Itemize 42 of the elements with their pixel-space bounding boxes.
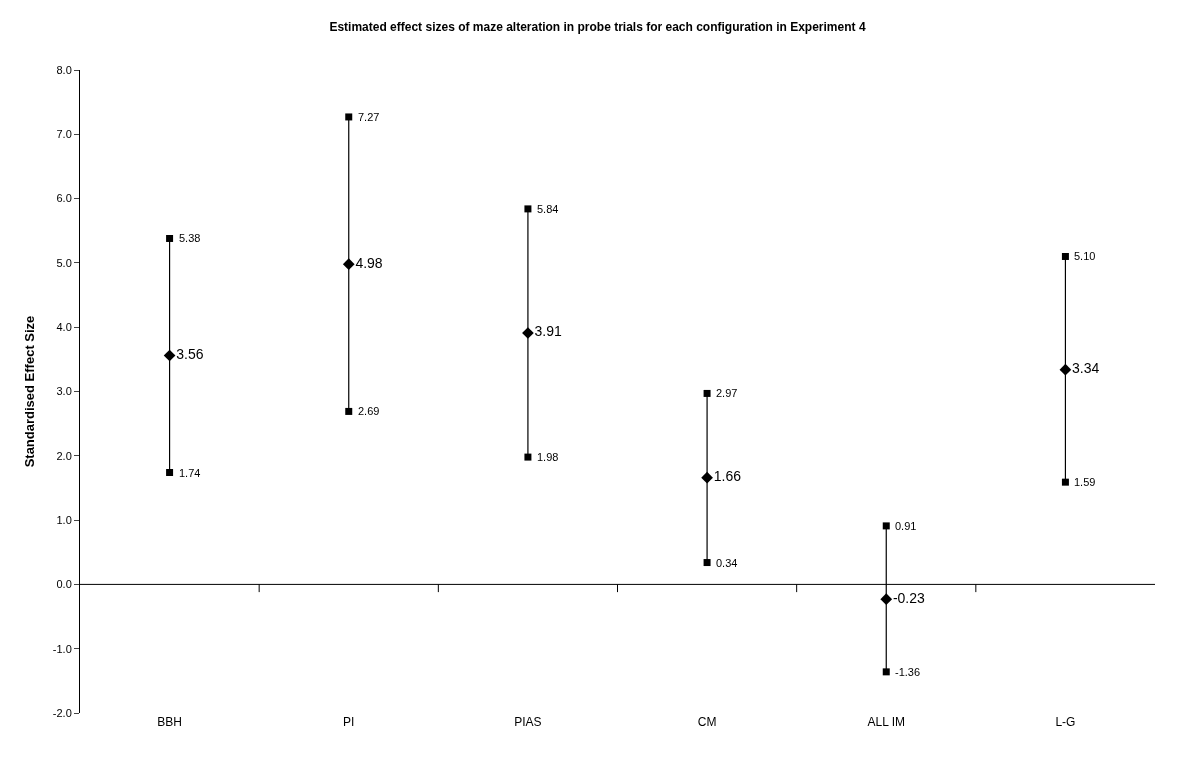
y-tick-label: 6.0: [56, 192, 72, 205]
point: [163, 349, 176, 362]
y-axis-title: Standardised Effect Size: [21, 315, 37, 468]
x-tick-label: ALL IM: [867, 715, 906, 729]
annotation: 0.34: [716, 557, 738, 569]
point: [1059, 363, 1072, 376]
data-label: 3.56: [176, 345, 204, 362]
x-tick-label: BBH: [157, 715, 182, 729]
annotation: 1.59: [1074, 476, 1096, 488]
y-tick-label: -2.0: [52, 706, 72, 719]
point: [880, 593, 893, 606]
data-label: 3.34: [1072, 360, 1100, 377]
annotation: 2.97: [716, 387, 738, 399]
data-label: -0.23: [892, 589, 925, 606]
data-label: 1.66: [713, 468, 742, 485]
annotation: 5.10: [1074, 250, 1096, 262]
x-tick-label: PI: [343, 715, 355, 729]
annotation: -1.36: [895, 666, 921, 678]
annotation: 1.74: [179, 467, 201, 479]
annotation: 5.84: [537, 203, 559, 215]
data-label: 4.98: [355, 254, 383, 271]
chart-title: Estimated effect sizes of maze alteration in probe trials for each configuration in Experiment 4: [329, 20, 866, 35]
point: [342, 258, 355, 271]
x-tick-label: L-G: [1055, 715, 1076, 729]
y-tick-label: 4.0: [56, 321, 72, 334]
annotation: 0.91: [895, 520, 917, 532]
annotation: 5.38: [179, 232, 201, 244]
y-tick-label: 7.0: [56, 128, 72, 141]
x-tick-label: CM: [697, 715, 717, 729]
data-label: 3.91: [534, 323, 563, 340]
annotation: 7.27: [358, 111, 380, 123]
y-tick-label: 3.0: [56, 385, 72, 398]
y-tick-label: -1.0: [52, 642, 72, 655]
annotation: 2.69: [358, 405, 380, 417]
y-tick-label: 1.0: [56, 513, 72, 526]
y-tick-label: 8.0: [56, 63, 72, 76]
y-tick-label: 2.0: [56, 449, 72, 462]
y-tick-label: 5.0: [56, 256, 72, 269]
y-tick-label: 0.0: [56, 578, 72, 591]
annotation: 1.98: [537, 451, 559, 463]
point: [701, 471, 713, 484]
x-tick-label: PIAS: [514, 715, 542, 729]
